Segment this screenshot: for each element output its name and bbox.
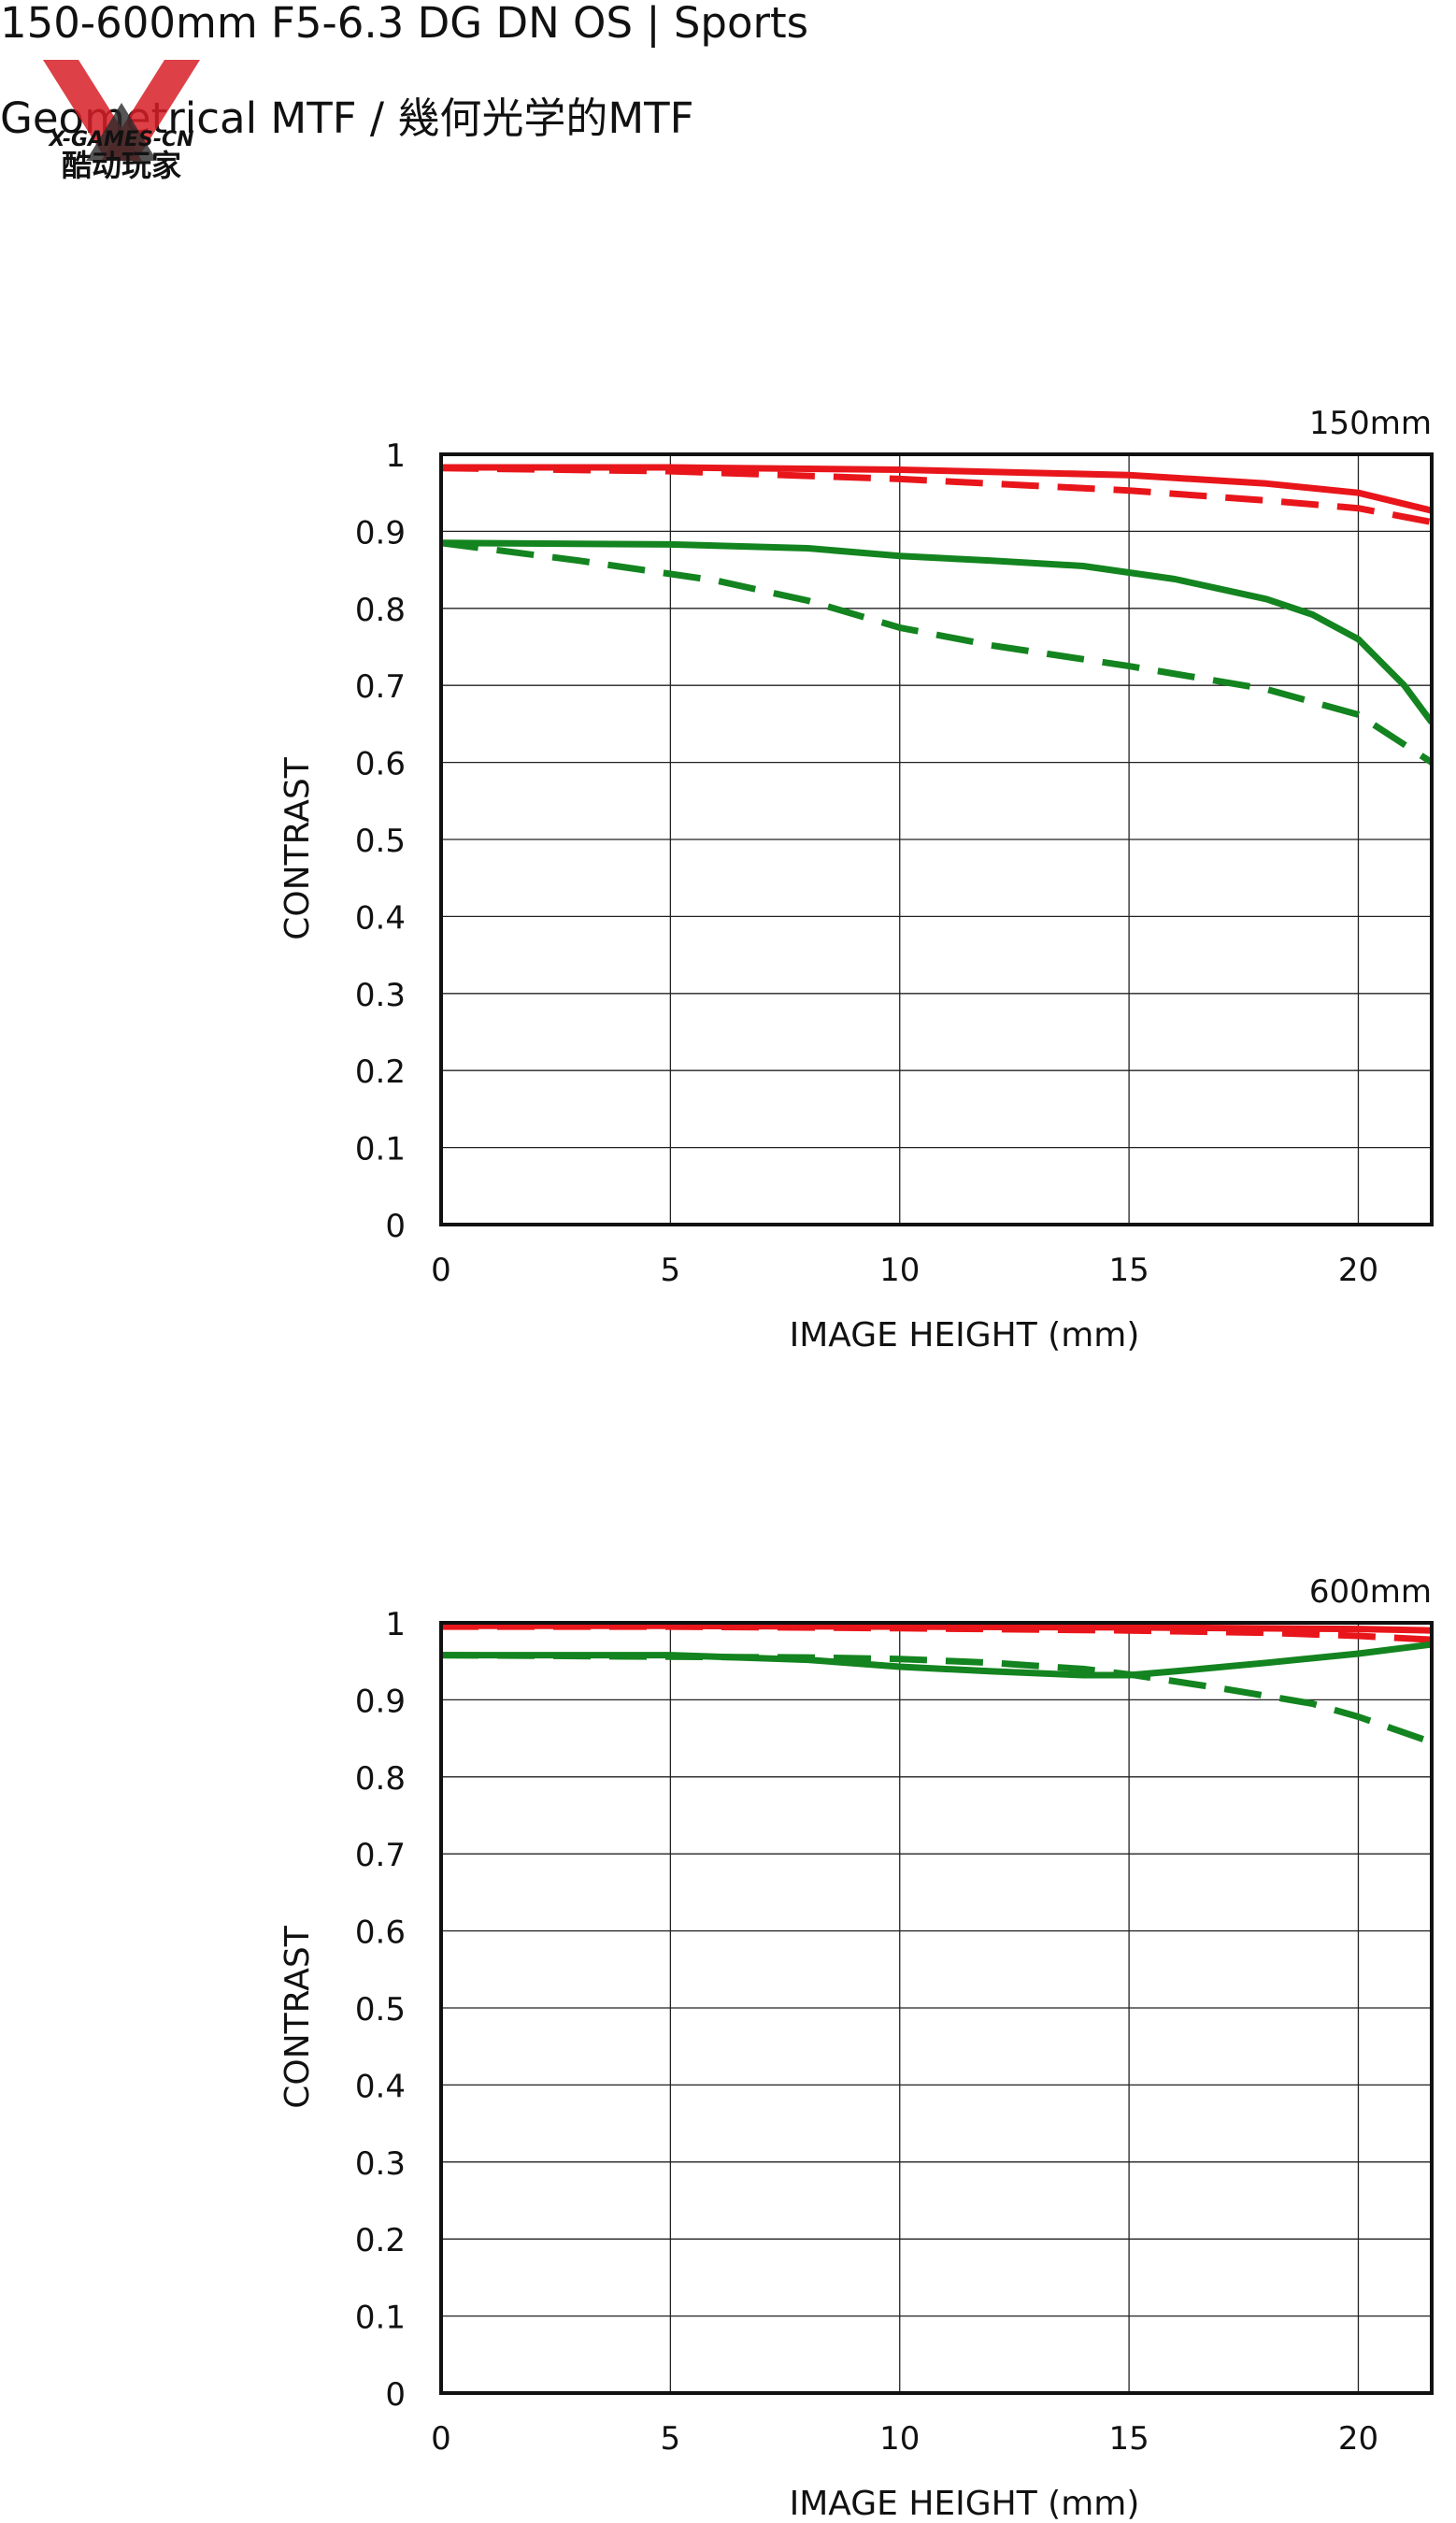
y-tick-label: 0.6	[355, 746, 406, 783]
mtf-series-line	[441, 1623, 1432, 1643]
x-axis-label: IMAGE HEIGHT (mm)	[790, 1316, 1140, 1355]
watermark-text-latin: X-GAMES-CN	[47, 128, 193, 151]
y-tick-label: 0.6	[355, 1914, 406, 1952]
focal-length-label: 150mm	[1309, 405, 1432, 442]
y-tick-label: 0.9	[355, 1683, 406, 1720]
y-axis-label: CONTRAST	[278, 1925, 317, 2108]
y-tick-label: 0.7	[355, 1837, 406, 1874]
x-tick-label: 15	[1108, 2420, 1149, 2458]
mtf-series-line	[441, 464, 1432, 514]
y-tick-label: 0	[385, 1208, 406, 1245]
x-tick-label: 0	[431, 2420, 451, 2458]
y-tick-label: 0.8	[355, 1760, 406, 1798]
mtf-series-line	[441, 1652, 1432, 1746]
mtf-series-line	[441, 539, 1432, 724]
x-tick-label: 5	[661, 1252, 681, 1289]
watermark-triangle	[86, 103, 157, 161]
y-tick-label: 0.9	[355, 514, 406, 552]
y-tick-label: 0.5	[355, 1991, 406, 2028]
x-tick-label: 0	[431, 1252, 451, 1289]
x-tick-label: 20	[1338, 1252, 1378, 1289]
y-tick-label: 0.1	[355, 2300, 406, 2337]
mtf-series-line	[441, 539, 1432, 766]
y-tick-label: 0.3	[355, 2145, 406, 2183]
y-tick-label: 0.4	[355, 899, 406, 937]
x-tick-label: 15	[1108, 1252, 1149, 1289]
x-tick-label: 10	[879, 1252, 920, 1289]
x-tick-label: 20	[1338, 2420, 1378, 2458]
y-tick-label: 0.3	[355, 977, 406, 1014]
y-tick-label: 1	[385, 437, 406, 475]
mtf-series-line	[441, 1641, 1432, 1679]
focal-length-label: 600mm	[1309, 1573, 1432, 1611]
plot-frame	[439, 452, 1434, 1226]
y-tick-label: 0	[385, 2376, 406, 2414]
y-tick-label: 0.7	[355, 668, 406, 706]
y-axis-label: CONTRAST	[278, 756, 317, 939]
y-tick-label: 0.8	[355, 592, 406, 629]
x-tick-label: 5	[661, 2420, 681, 2458]
x-tick-label: 10	[879, 2420, 920, 2458]
mtf-series-line	[441, 465, 1432, 525]
y-tick-label: 0.5	[355, 823, 406, 860]
watermark-text-cjk: 酷动玩家	[62, 148, 181, 179]
y-tick-label: 0.2	[355, 2222, 406, 2259]
y-tick-label: 0.4	[355, 2068, 406, 2105]
page-title: 150-600mm F5-6.3 DG DN OS | Sports	[0, 0, 809, 48]
plot-frame	[439, 1621, 1434, 2395]
y-tick-label: 0.2	[355, 1054, 406, 1091]
x-axis-label: IMAGE HEIGHT (mm)	[790, 2485, 1140, 2523]
y-tick-label: 1	[385, 1606, 406, 1643]
y-tick-label: 0.1	[355, 1131, 406, 1168]
